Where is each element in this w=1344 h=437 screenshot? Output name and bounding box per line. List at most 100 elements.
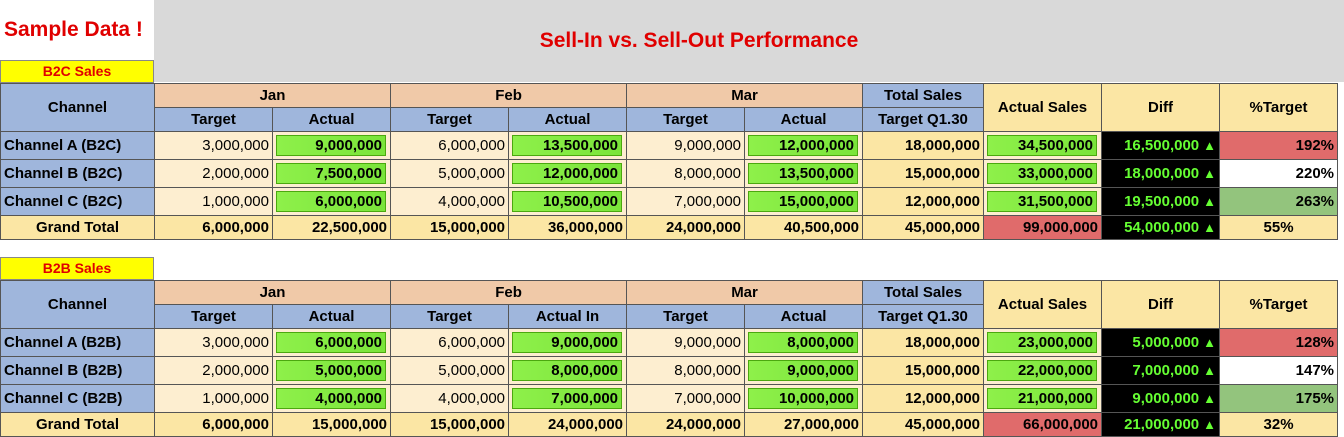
grand-total-total-cell[interactable]: 45,000,000 — [863, 413, 984, 437]
mar-target-cell[interactable]: 9,000,000 — [627, 132, 745, 160]
data-bar-value: 34,500,000 — [987, 135, 1097, 156]
total-target-cell[interactable]: 12,000,000 — [863, 385, 984, 413]
feb-actual-cell[interactable]: 7,000,000 — [509, 385, 627, 413]
jan-target-cell[interactable]: 2,000,000 — [155, 160, 273, 188]
pct-target-cell[interactable]: 147% — [1220, 357, 1338, 385]
mar-actual-cell[interactable]: 13,500,000 — [745, 160, 863, 188]
feb-target-cell[interactable]: 4,000,000 — [391, 188, 509, 216]
jan-actual-cell[interactable]: 6,000,000 — [273, 329, 391, 357]
pct-target-cell[interactable]: 263% — [1220, 188, 1338, 216]
up-triangle-icon: ▲ — [1203, 335, 1216, 350]
actual-sales-cell[interactable]: 34,500,000 — [984, 132, 1102, 160]
jan-target-cell[interactable]: 3,000,000 — [155, 329, 273, 357]
grand-total-mar-t-cell[interactable]: 24,000,000 — [627, 216, 745, 240]
feb-actual-cell[interactable]: 13,500,000 — [509, 132, 627, 160]
section-label: B2B Sales — [0, 257, 154, 280]
data-bar-value: 31,500,000 — [987, 191, 1097, 212]
grand-total-feb-t-cell[interactable]: 15,000,000 — [391, 216, 509, 240]
jan-target-cell[interactable]: 1,000,000 — [155, 188, 273, 216]
section-label: B2C Sales — [0, 60, 154, 83]
grand-total-diff-cell[interactable]: 21,000,000▲ — [1102, 413, 1220, 437]
mar-target-cell[interactable]: 7,000,000 — [627, 188, 745, 216]
diff-cell[interactable]: 7,000,000▲ — [1102, 357, 1220, 385]
pct-target-cell[interactable]: 175% — [1220, 385, 1338, 413]
mar-actual-cell[interactable]: 12,000,000 — [745, 132, 863, 160]
grand-total-feb-t-cell[interactable]: 15,000,000 — [391, 413, 509, 437]
feb-target-cell[interactable]: 5,000,000 — [391, 357, 509, 385]
grand-total-jan-t-cell[interactable]: 6,000,000 — [155, 216, 273, 240]
feb-target-cell[interactable]: 6,000,000 — [391, 329, 509, 357]
diff-cell[interactable]: 19,500,000▲ — [1102, 188, 1220, 216]
actual-sales-cell[interactable]: 22,000,000 — [984, 357, 1102, 385]
diff-header: Diff — [1102, 281, 1220, 329]
mar-target-cell[interactable]: 8,000,000 — [627, 160, 745, 188]
diff-value: 54,000,000 — [1124, 219, 1199, 236]
up-triangle-icon: ▲ — [1203, 194, 1216, 209]
diff-cell[interactable]: 18,000,000▲ — [1102, 160, 1220, 188]
grand-total-pct-cell[interactable]: 32% — [1220, 413, 1338, 437]
diff-value: 16,500,000 — [1124, 137, 1199, 154]
feb-target-cell[interactable]: 6,000,000 — [391, 132, 509, 160]
grand-total-jan-t-cell[interactable]: 6,000,000 — [155, 413, 273, 437]
feb-actual-cell[interactable]: 8,000,000 — [509, 357, 627, 385]
actual-sales-cell[interactable]: 23,000,000 — [984, 329, 1102, 357]
grand-total-mar-t-cell[interactable]: 24,000,000 — [627, 413, 745, 437]
mar-target-header: Target — [627, 305, 745, 329]
data-bar-value: 5,000,000 — [276, 360, 386, 381]
jan-target-cell[interactable]: 2,000,000 — [155, 357, 273, 385]
pct-target-cell[interactable]: 128% — [1220, 329, 1338, 357]
grand-total-feb-a-cell[interactable]: 24,000,000 — [509, 413, 627, 437]
diff-cell[interactable]: 16,500,000▲ — [1102, 132, 1220, 160]
actual-sales-cell[interactable]: 31,500,000 — [984, 188, 1102, 216]
mar-actual-cell[interactable]: 10,000,000 — [745, 385, 863, 413]
diff-cell[interactable]: 9,000,000▲ — [1102, 385, 1220, 413]
grand-total-total-cell[interactable]: 45,000,000 — [863, 216, 984, 240]
data-bar-value: 13,500,000 — [512, 135, 622, 156]
total-target-cell[interactable]: 18,000,000 — [863, 329, 984, 357]
jan-actual-cell[interactable]: 4,000,000 — [273, 385, 391, 413]
total-target-cell[interactable]: 18,000,000 — [863, 132, 984, 160]
grand-total-mar-a-cell[interactable]: 40,500,000 — [745, 216, 863, 240]
grand-total-diff-cell[interactable]: 54,000,000▲ — [1102, 216, 1220, 240]
jan-actual-cell[interactable]: 6,000,000 — [273, 188, 391, 216]
jan-target-cell[interactable]: 1,000,000 — [155, 385, 273, 413]
jan-target-cell[interactable]: 3,000,000 — [155, 132, 273, 160]
total-target-cell[interactable]: 15,000,000 — [863, 357, 984, 385]
actual-sales-cell[interactable]: 21,000,000 — [984, 385, 1102, 413]
grand-total-jan-a-cell[interactable]: 22,500,000 — [273, 216, 391, 240]
feb-actual-cell[interactable]: 12,000,000 — [509, 160, 627, 188]
data-bar-value: 15,000,000 — [748, 191, 858, 212]
grand-total-pct-cell[interactable]: 55% — [1220, 216, 1338, 240]
jan-target-header: Target — [155, 108, 273, 132]
mar-target-cell[interactable]: 7,000,000 — [627, 385, 745, 413]
mar-actual-cell[interactable]: 9,000,000 — [745, 357, 863, 385]
grand-total-feb-a-cell[interactable]: 36,000,000 — [509, 216, 627, 240]
up-triangle-icon: ▲ — [1203, 363, 1216, 378]
actual-sales-cell[interactable]: 33,000,000 — [984, 160, 1102, 188]
jan-actual-cell[interactable]: 9,000,000 — [273, 132, 391, 160]
feb-target-cell[interactable]: 5,000,000 — [391, 160, 509, 188]
grand-total-actual-sales-cell[interactable]: 99,000,000 — [984, 216, 1102, 240]
mar-actual-cell[interactable]: 8,000,000 — [745, 329, 863, 357]
diff-cell[interactable]: 5,000,000▲ — [1102, 329, 1220, 357]
total-target-cell[interactable]: 12,000,000 — [863, 188, 984, 216]
grand-total-mar-a-cell[interactable]: 27,000,000 — [745, 413, 863, 437]
total-target-cell[interactable]: 15,000,000 — [863, 160, 984, 188]
feb-target-cell[interactable]: 4,000,000 — [391, 385, 509, 413]
grand-total-actual-sales-cell[interactable]: 66,000,000 — [984, 413, 1102, 437]
mar-target-cell[interactable]: 9,000,000 — [627, 329, 745, 357]
mar-target-cell[interactable]: 8,000,000 — [627, 357, 745, 385]
grand-total-jan-a-cell[interactable]: 15,000,000 — [273, 413, 391, 437]
feb-actual-cell[interactable]: 10,500,000 — [509, 188, 627, 216]
jan-actual-cell[interactable]: 7,500,000 — [273, 160, 391, 188]
pct-target-cell[interactable]: 220% — [1220, 160, 1338, 188]
feb-actual-cell[interactable]: 9,000,000 — [509, 329, 627, 357]
feb-actual-header: Actual — [509, 108, 627, 132]
jan-actual-cell[interactable]: 5,000,000 — [273, 357, 391, 385]
data-bar-value: 4,000,000 — [276, 388, 386, 409]
pct-target-cell[interactable]: 192% — [1220, 132, 1338, 160]
diff-header: Diff — [1102, 84, 1220, 132]
mar-actual-cell[interactable]: 15,000,000 — [745, 188, 863, 216]
data-bar-value: 10,000,000 — [748, 388, 858, 409]
